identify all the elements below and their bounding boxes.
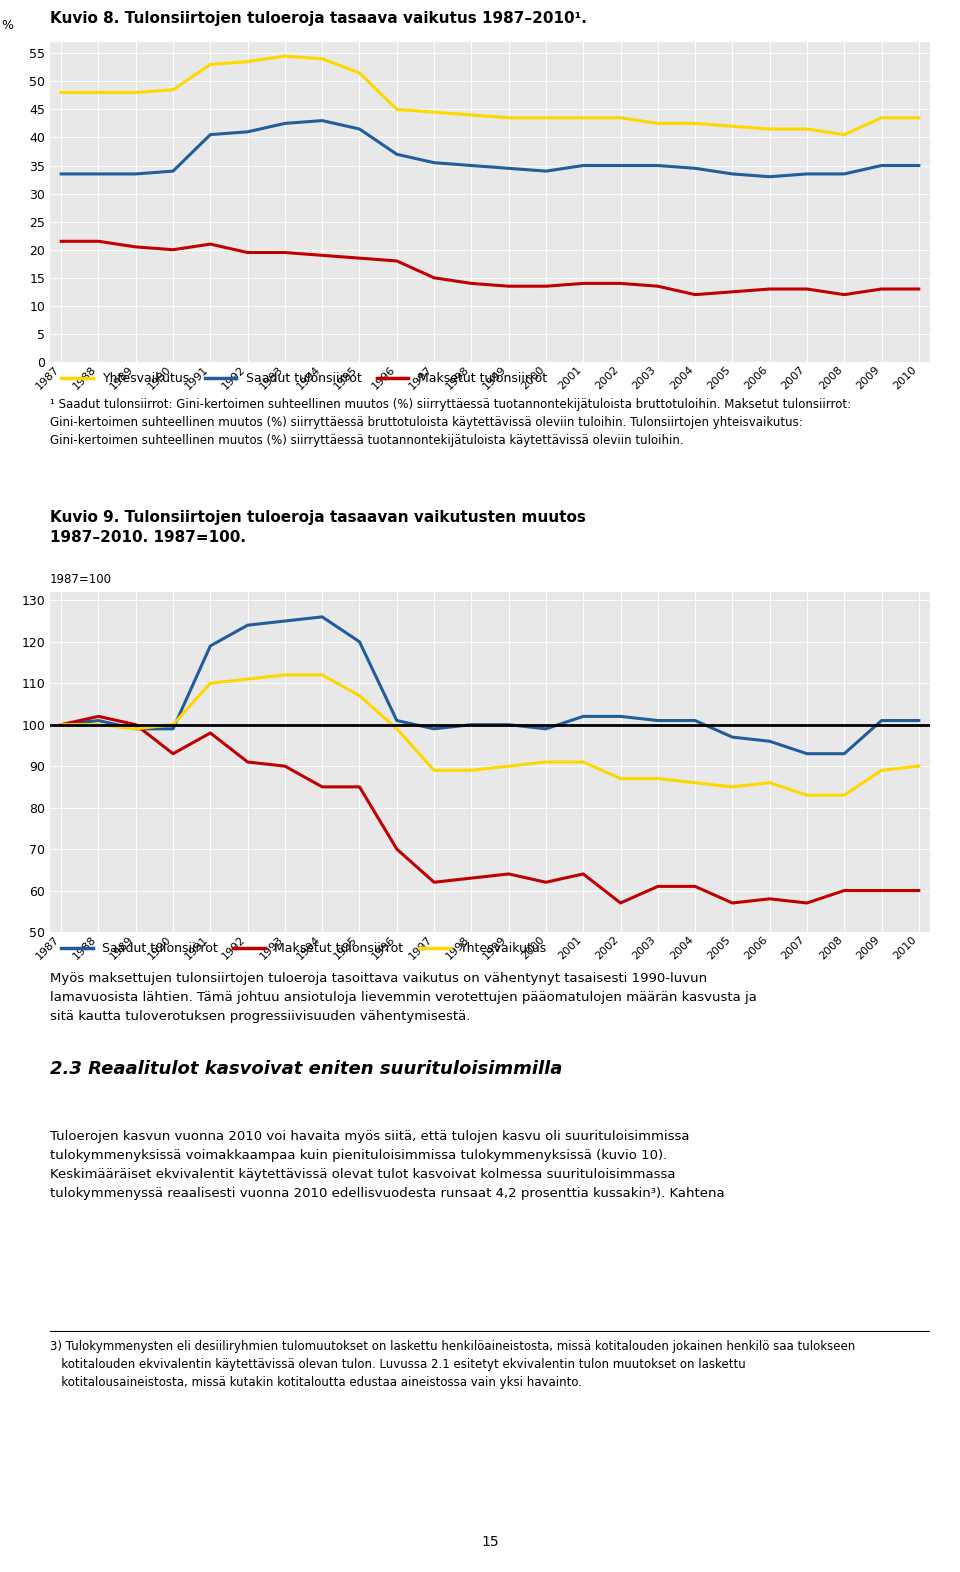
Text: 3) Tulokymmenysten eli desiiliryhmien tulomuutokset on laskettu henkilöaineistos: 3) Tulokymmenysten eli desiiliryhmien tu… (50, 1339, 855, 1390)
Text: ¹ Saadut tulonsiirrot: Gini-kertoimen suhteellinen muutos (%) siirryttäessä tuot: ¹ Saadut tulonsiirrot: Gini-kertoimen su… (50, 398, 852, 446)
Text: 15: 15 (481, 1536, 499, 1550)
Text: 1987=100: 1987=100 (50, 572, 112, 585)
Text: Myös maksettujen tulonsiirtojen tuloeroja tasoittava vaikutus on vähentynyt tasa: Myös maksettujen tulonsiirtojen tuloeroj… (50, 971, 756, 1023)
Legend: Yhtesvaikutus, Saadut tulonsiirrot, Maksetut tulonsiirrot: Yhtesvaikutus, Saadut tulonsiirrot, Maks… (57, 368, 552, 390)
Text: Tuloerojen kasvun vuonna 2010 voi havaita myös siitä, että tulojen kasvu oli suu: Tuloerojen kasvun vuonna 2010 voi havait… (50, 1130, 725, 1199)
Legend: Saadut tulonsiirrot, Maksetut tulonsiirrot, Yhtesvaikutus: Saadut tulonsiirrot, Maksetut tulonsiirr… (57, 937, 552, 960)
Text: Kuvio 9. Tulonsiirtojen tuloeroja tasaavan vaikutusten muutos
1987–2010. 1987=10: Kuvio 9. Tulonsiirtojen tuloeroja tasaav… (50, 509, 586, 545)
Text: 2.3 Reaalitulot kasvoivat eniten suurituloisimmilla: 2.3 Reaalitulot kasvoivat eniten suuritu… (50, 1060, 563, 1078)
Text: Kuvio 8. Tulonsiirtojen tuloeroja tasaava vaikutus 1987–2010¹.: Kuvio 8. Tulonsiirtojen tuloeroja tasaav… (50, 11, 587, 27)
Text: %: % (2, 19, 13, 33)
